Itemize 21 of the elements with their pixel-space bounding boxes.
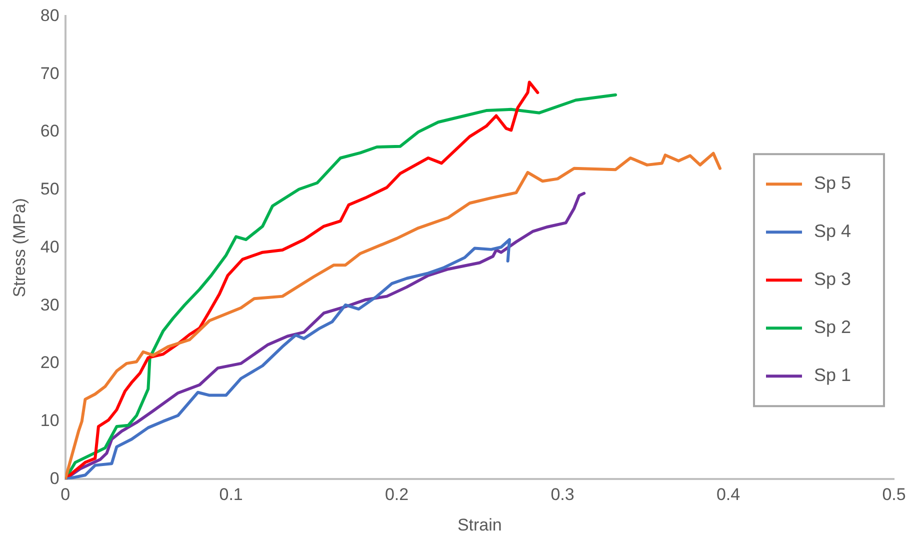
- y-tick-label: 30: [40, 295, 60, 314]
- y-tick-label: 60: [40, 122, 60, 141]
- x-tick-label: 0.1: [219, 485, 243, 504]
- y-tick-label: 80: [40, 6, 60, 25]
- x-tick-label: 0.4: [716, 485, 740, 504]
- legend-label: Sp 4: [814, 221, 852, 242]
- y-tick-label: 40: [40, 237, 60, 256]
- legend-label: Sp 2: [814, 317, 852, 338]
- x-tick-label: 0.5: [882, 485, 906, 504]
- y-tick-label: 10: [40, 411, 60, 430]
- x-tick-label: 0.3: [550, 485, 574, 504]
- y-tick-label: 20: [40, 353, 60, 372]
- y-axis-title: Stress (MPa): [10, 198, 29, 298]
- x-tick-label: 0.2: [384, 485, 409, 504]
- legend-label: Sp 3: [814, 269, 852, 290]
- legend-label: Sp 5: [814, 173, 852, 194]
- x-axis-title: Strain: [457, 515, 502, 534]
- y-tick-label: 70: [40, 64, 60, 83]
- y-tick-label: 50: [40, 180, 60, 199]
- y-tick-label: 0: [50, 468, 60, 488]
- legend-label: Sp 1: [814, 365, 852, 386]
